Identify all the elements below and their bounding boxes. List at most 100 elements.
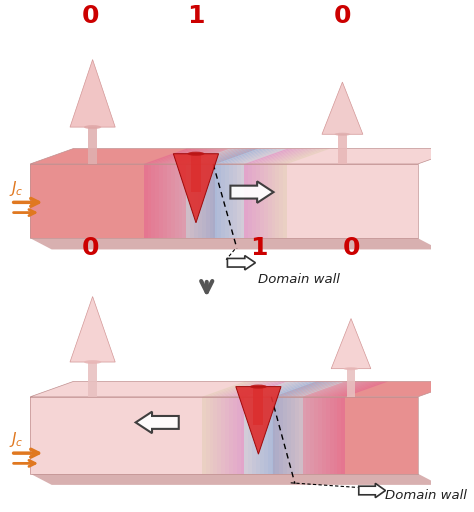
Polygon shape — [245, 381, 292, 397]
Polygon shape — [272, 164, 275, 238]
Polygon shape — [194, 164, 198, 238]
Polygon shape — [225, 397, 229, 474]
Polygon shape — [245, 148, 292, 164]
Polygon shape — [237, 381, 283, 397]
Text: Domain wall: Domain wall — [258, 272, 340, 286]
Polygon shape — [252, 381, 299, 397]
Polygon shape — [248, 148, 295, 164]
Polygon shape — [221, 397, 225, 474]
Polygon shape — [233, 381, 280, 397]
Polygon shape — [322, 82, 363, 134]
Polygon shape — [198, 148, 245, 164]
Polygon shape — [147, 164, 151, 238]
Polygon shape — [173, 154, 219, 223]
Polygon shape — [272, 148, 319, 164]
Polygon shape — [337, 381, 384, 397]
Polygon shape — [194, 148, 241, 164]
Polygon shape — [221, 381, 268, 397]
Ellipse shape — [187, 152, 205, 156]
Ellipse shape — [84, 360, 101, 364]
Polygon shape — [268, 164, 272, 238]
Polygon shape — [256, 381, 303, 397]
Polygon shape — [229, 164, 233, 238]
Polygon shape — [264, 148, 311, 164]
Polygon shape — [268, 148, 315, 164]
Polygon shape — [210, 381, 256, 397]
Polygon shape — [237, 397, 240, 474]
Polygon shape — [202, 381, 249, 397]
Polygon shape — [202, 148, 249, 164]
Polygon shape — [167, 148, 214, 164]
Polygon shape — [198, 164, 202, 238]
Polygon shape — [240, 148, 288, 164]
Polygon shape — [190, 148, 237, 164]
Bar — [88, 127, 97, 164]
Polygon shape — [228, 255, 255, 270]
Polygon shape — [279, 381, 326, 397]
Polygon shape — [229, 397, 233, 474]
Polygon shape — [260, 164, 264, 238]
Polygon shape — [30, 381, 317, 397]
Polygon shape — [155, 164, 159, 238]
Polygon shape — [182, 164, 186, 238]
Ellipse shape — [84, 125, 101, 129]
Polygon shape — [240, 397, 245, 474]
Polygon shape — [331, 318, 371, 369]
Polygon shape — [273, 397, 418, 474]
Polygon shape — [295, 381, 342, 397]
Polygon shape — [302, 381, 349, 397]
Polygon shape — [260, 381, 307, 397]
Polygon shape — [275, 381, 322, 397]
Polygon shape — [225, 148, 272, 164]
Polygon shape — [213, 148, 260, 164]
Polygon shape — [334, 397, 337, 474]
Polygon shape — [273, 381, 461, 397]
Polygon shape — [217, 164, 221, 238]
Polygon shape — [206, 164, 210, 238]
Polygon shape — [159, 164, 163, 238]
Polygon shape — [295, 397, 299, 474]
Polygon shape — [252, 148, 299, 164]
Polygon shape — [272, 397, 275, 474]
Polygon shape — [30, 397, 273, 474]
Polygon shape — [155, 148, 202, 164]
Ellipse shape — [344, 367, 358, 370]
Polygon shape — [240, 381, 288, 397]
Polygon shape — [287, 397, 291, 474]
Polygon shape — [279, 397, 283, 474]
Polygon shape — [306, 397, 310, 474]
Polygon shape — [256, 148, 303, 164]
Polygon shape — [260, 397, 264, 474]
Polygon shape — [225, 381, 272, 397]
Polygon shape — [179, 164, 182, 238]
Text: 1: 1 — [250, 237, 267, 261]
Polygon shape — [314, 381, 361, 397]
Polygon shape — [264, 381, 311, 397]
Polygon shape — [213, 381, 260, 397]
Polygon shape — [190, 164, 194, 238]
Polygon shape — [147, 148, 194, 164]
Polygon shape — [279, 148, 326, 164]
Polygon shape — [206, 148, 253, 164]
Polygon shape — [275, 164, 279, 238]
Polygon shape — [318, 381, 365, 397]
Polygon shape — [272, 381, 319, 397]
Polygon shape — [283, 148, 330, 164]
Polygon shape — [210, 397, 213, 474]
Polygon shape — [233, 164, 237, 238]
Polygon shape — [30, 164, 215, 238]
Polygon shape — [322, 397, 326, 474]
Polygon shape — [283, 381, 330, 397]
Ellipse shape — [335, 133, 350, 136]
Polygon shape — [171, 164, 174, 238]
Text: 0: 0 — [82, 237, 99, 261]
Text: 0: 0 — [342, 237, 360, 261]
Polygon shape — [206, 381, 253, 397]
Polygon shape — [151, 164, 155, 238]
Polygon shape — [318, 397, 322, 474]
Polygon shape — [144, 148, 191, 164]
Polygon shape — [256, 164, 260, 238]
Polygon shape — [230, 181, 273, 203]
Polygon shape — [264, 397, 268, 474]
Polygon shape — [248, 164, 252, 238]
